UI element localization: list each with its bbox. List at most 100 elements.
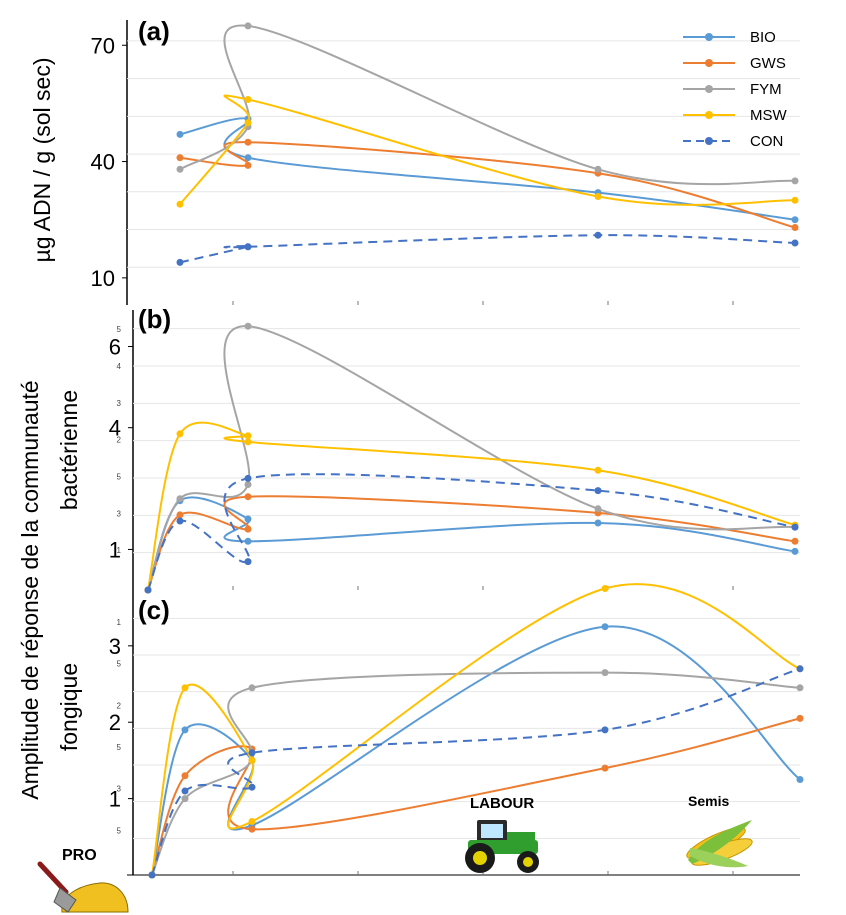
minor-tick-label: 5 [117,743,122,752]
data-point-con [594,487,602,495]
data-point-gws [176,511,184,519]
legend-marker-bio [705,33,713,41]
data-point-bio [244,515,252,523]
minor-tick-label: 2 [117,701,122,710]
data-point-con [244,243,252,251]
data-point-bio [796,776,804,783]
minor-tick-label: 3 [117,509,122,518]
data-point-fym [796,684,804,692]
y-tick-label: 1 [109,787,121,812]
data-point-msw [594,193,602,200]
minor-tick-label: 3 [117,785,122,794]
data-point-msw [244,438,252,446]
data-point-msw [244,432,252,440]
data-point-msw [791,196,799,204]
data-point-con [176,258,184,266]
minor-tick-label: 5 [117,325,122,334]
data-point-bio [791,216,799,224]
legend-marker-fym [705,85,713,93]
series-layer [144,22,804,879]
series-line-msw [147,421,796,591]
data-point-gws [176,154,184,162]
panel-label-b: (b) [138,304,171,334]
data-point-msw [594,466,602,474]
data-point-bio [244,154,252,162]
y-tick-label: 6 [109,335,121,360]
data-point-msw [181,684,189,692]
shovel-soil-icon [37,861,129,913]
data-point-msw [248,818,256,825]
legend-marker-msw [705,111,713,119]
data-point-msw [176,200,184,208]
data-point-gws [244,138,252,146]
legend-marker-con [705,137,713,145]
data-point-msw [601,585,609,592]
y-tick-label: 2 [109,710,121,735]
data-point-con [791,239,799,247]
data-point-con [244,474,252,482]
data-point-bio [244,537,252,545]
data-point-fym [244,322,252,330]
data-point-con [594,231,602,239]
data-point-con [181,787,189,795]
annotation-labour: LABOUR [470,795,534,812]
minor-tick-label: 5 [117,660,122,669]
data-point-con [148,871,156,879]
legend-label-gws: GWS [750,55,786,72]
legend-label-fym: FYM [750,81,782,98]
legend-label-msw: MSW [750,107,788,124]
legend-marker-gws [705,59,713,67]
minor-tick-label: 2 [117,436,122,445]
y-axis-title-bc: Amplitude de réponse de la communauté [17,380,43,799]
minor-tick-label: 4 [117,362,122,371]
y-tick-label: 3 [109,634,121,659]
y-tick-label: 70 [91,33,115,58]
data-point-gws [796,714,804,722]
data-point-gws [244,161,252,169]
tractor-icon [465,820,539,873]
data-point-con [248,749,256,757]
data-point-gws [244,525,252,533]
data-point-con [601,726,609,734]
y-axis-title-b: bactérienne [56,390,82,510]
data-point-gws [791,224,799,231]
data-point-con [176,517,184,525]
data-point-fym [244,22,252,30]
y-tick-label: 40 [91,150,115,175]
data-point-gws [791,537,799,545]
data-point-fym [176,495,184,503]
data-point-fym [248,684,256,692]
data-point-fym [594,505,602,513]
legend-label-bio: BIO [750,29,776,46]
data-point-fym [594,165,602,173]
y-axis-title-a: µg ADN / g (sol sec) [29,58,55,263]
legend-label-con: CON [750,133,783,150]
data-point-con [791,523,799,531]
data-point-gws [601,764,609,772]
series-line-msw [151,583,801,876]
data-point-bio [601,623,609,631]
y-tick-label: 4 [109,416,121,441]
y-tick-label: 1 [109,537,121,562]
series-line-bio [147,496,796,591]
data-point-bio [176,130,184,138]
minor-tick-label: 1 [117,546,122,555]
data-point-msw [176,430,184,438]
data-point-con [796,665,804,673]
data-point-bio [594,519,602,527]
series-line-fym [147,325,796,591]
data-point-con [144,586,152,594]
data-point-gws [244,493,252,501]
minor-tick-label: 5 [117,472,122,481]
series-line-con [179,234,796,264]
gridlines [127,40,800,875]
data-point-fym [601,669,609,677]
data-point-msw [244,119,252,127]
panel-label-c: (c) [138,595,170,625]
annotation-pro: PRO [62,847,97,864]
y-axis-title-c: fongique [56,663,82,751]
data-point-gws [181,772,189,780]
minor-tick-label: 5 [117,826,122,835]
data-point-fym [181,795,189,803]
